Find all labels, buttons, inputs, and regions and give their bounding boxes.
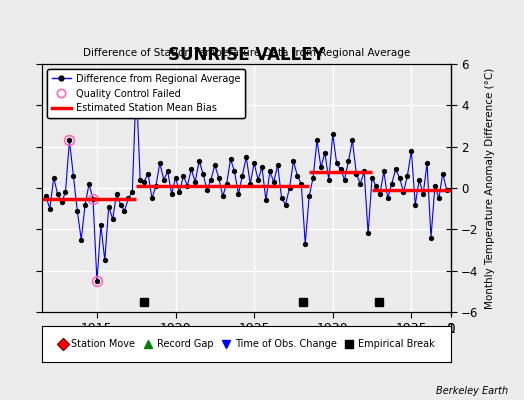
Y-axis label: Monthly Temperature Anomaly Difference (°C): Monthly Temperature Anomaly Difference (… <box>485 67 495 309</box>
Text: Berkeley Earth: Berkeley Earth <box>436 386 508 396</box>
Text: Difference of Station Temperature Data from Regional Average: Difference of Station Temperature Data f… <box>83 48 410 58</box>
Legend: Station Move, Record Gap, Time of Obs. Change, Empirical Break: Station Move, Record Gap, Time of Obs. C… <box>55 336 438 352</box>
Title: SUNRISE VALLEY: SUNRISE VALLEY <box>168 46 325 64</box>
Legend: Difference from Regional Average, Quality Control Failed, Estimated Station Mean: Difference from Regional Average, Qualit… <box>47 69 245 118</box>
